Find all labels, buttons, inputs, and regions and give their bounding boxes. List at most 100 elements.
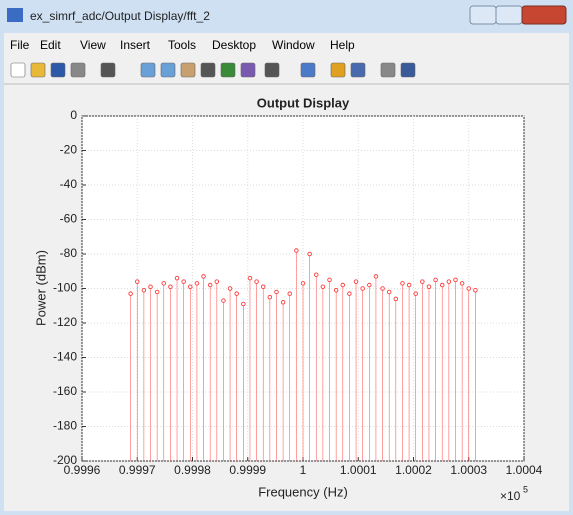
stem-marker — [227, 286, 233, 291]
stem-marker — [287, 291, 292, 296]
stem-marker — [207, 282, 213, 288]
x-axis-label: Frequency (Hz) — [258, 484, 348, 499]
stem-marker — [234, 291, 239, 296]
app-icon — [7, 8, 23, 22]
stem-marker — [380, 286, 385, 291]
stem-marker — [406, 282, 412, 288]
close-button[interactable] — [521, 5, 567, 25]
stem-marker — [340, 282, 346, 288]
menu-item[interactable]: View — [80, 38, 106, 52]
stem-marker — [280, 300, 286, 305]
menu-item[interactable]: Insert — [120, 38, 151, 52]
stem-marker — [241, 301, 246, 307]
y-tick-label: 0 — [70, 108, 77, 122]
minimize-button[interactable] — [469, 5, 497, 25]
stem-marker — [141, 287, 147, 293]
menu-bar: File Edit View Insert Tools Desktop Window Help — [10, 38, 355, 52]
toolbar-button[interactable] — [70, 62, 86, 78]
y-tick-label: -40 — [60, 177, 78, 191]
stem-marker — [128, 291, 133, 296]
stem-marker — [294, 248, 299, 253]
stem-marker — [221, 298, 226, 303]
y-tick-label: -20 — [60, 143, 78, 157]
stem-marker — [260, 284, 266, 290]
menu-item[interactable]: Window — [272, 38, 315, 52]
toolbar-button[interactable] — [380, 62, 396, 78]
window-title: ex_simrf_adc/Output Display/fft_2 — [30, 9, 210, 23]
y-axis-label: Power (dBm) — [33, 250, 48, 326]
x-tick-label: 0.9996 — [64, 463, 101, 477]
stem-marker — [148, 284, 153, 290]
stem-marker — [353, 279, 359, 284]
stem-marker — [393, 296, 399, 302]
menu-item[interactable]: Tools — [168, 38, 196, 52]
stem-marker — [307, 251, 312, 257]
stem-marker — [347, 291, 352, 296]
stem-marker — [333, 287, 339, 293]
x-tick-label: 1.0002 — [395, 463, 432, 477]
stem-marker — [400, 281, 405, 286]
toolbar-button[interactable] — [330, 62, 346, 78]
toolbar-button[interactable] — [220, 62, 236, 78]
x-tick-label: 1.0003 — [450, 463, 487, 477]
x-tick-label: 0.9998 — [174, 463, 211, 477]
maximize-button[interactable] — [495, 5, 523, 25]
toolbar-button[interactable] — [200, 62, 216, 78]
stem-marker — [433, 277, 438, 283]
stem-marker — [426, 284, 432, 290]
toolbar-button[interactable] — [10, 62, 26, 78]
stem-marker — [181, 279, 186, 284]
stem-marker — [247, 275, 253, 281]
stem-marker — [327, 277, 332, 283]
x-multiplier-base: ×10 — [500, 489, 521, 503]
toolbar-button[interactable] — [30, 62, 46, 78]
y-tick-label: -180 — [53, 419, 77, 433]
stem-marker — [174, 275, 180, 281]
stem-marker — [446, 279, 452, 284]
stem-marker — [473, 287, 478, 293]
y-tick-label: -60 — [60, 212, 78, 226]
toolbar-button[interactable] — [264, 62, 280, 78]
toolbar-button[interactable] — [50, 62, 66, 78]
stem-marker — [300, 281, 306, 286]
toolbar-button[interactable] — [100, 62, 116, 78]
toolbar-button[interactable] — [160, 62, 176, 78]
stem-marker — [459, 281, 465, 286]
stem-marker — [413, 291, 418, 296]
stem-marker — [373, 274, 379, 279]
toolbar-button[interactable] — [400, 62, 416, 78]
y-tick-label: -100 — [53, 281, 77, 295]
toolbar-button[interactable] — [300, 62, 316, 78]
y-tick-label: -80 — [60, 246, 78, 260]
stem-marker — [188, 284, 193, 290]
toolbar-button[interactable] — [240, 62, 256, 78]
stem-marker — [214, 279, 220, 284]
stem-marker — [453, 277, 458, 283]
toolbar-button[interactable] — [180, 62, 196, 78]
stem-marker — [201, 274, 206, 279]
stem-marker — [194, 281, 200, 286]
toolbar-button[interactable] — [140, 62, 156, 78]
stem-marker — [154, 289, 160, 295]
y-tick-label: -120 — [53, 315, 77, 329]
x-tick-label: 1.0001 — [340, 463, 377, 477]
stem-marker — [134, 279, 140, 284]
y-tick-label: -200 — [53, 453, 77, 467]
stem-marker — [386, 289, 392, 295]
toolbar — [10, 62, 416, 78]
stem-marker — [168, 284, 173, 290]
x-tick-label: 1.0004 — [506, 463, 543, 477]
stem-marker — [439, 282, 445, 288]
menu-item[interactable]: File — [10, 38, 30, 52]
x-tick-label: 1 — [300, 463, 307, 477]
stem-marker — [314, 272, 319, 277]
stem-marker — [274, 289, 279, 295]
x-tick-label: 0.9999 — [229, 463, 266, 477]
menu-item[interactable]: Help — [330, 38, 355, 52]
menu-item[interactable]: Desktop — [212, 38, 256, 52]
toolbar-button[interactable] — [350, 62, 366, 78]
y-tick-label: -160 — [53, 384, 77, 398]
menu-item[interactable]: Edit — [40, 38, 61, 52]
